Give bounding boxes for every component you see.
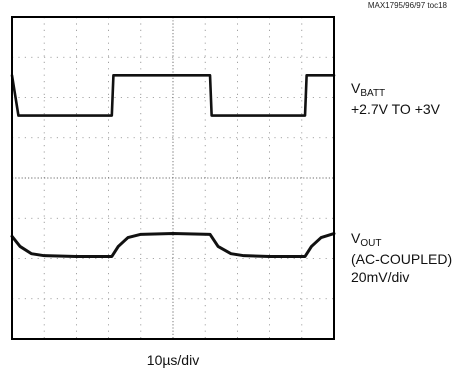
vout-label-sub: OUT <box>360 238 382 249</box>
vbatt-label-main: V <box>351 80 361 96</box>
vbatt-trace <box>10 74 336 117</box>
document-id: MAX1795/96/97 toc18 <box>367 1 447 10</box>
plot-frame <box>11 16 335 340</box>
vbatt-range-label: +2.7V TO +3V <box>351 101 440 117</box>
vout-label-main: V <box>351 230 361 246</box>
vout-scale-label: 20mV/div <box>351 269 410 285</box>
traces <box>10 74 336 258</box>
vout-trace <box>10 232 336 258</box>
vout-label: VOUT (AC-COUPLED) 20mV/div <box>351 229 452 286</box>
vout-coupling-label: (AC-COUPLED) <box>351 251 453 267</box>
grid <box>12 17 334 339</box>
time-scale-label: 10µs/div <box>146 352 200 368</box>
vbatt-label-sub: BATT <box>360 88 386 99</box>
vbatt-label: VBATT +2.7V TO +3V <box>351 79 440 118</box>
